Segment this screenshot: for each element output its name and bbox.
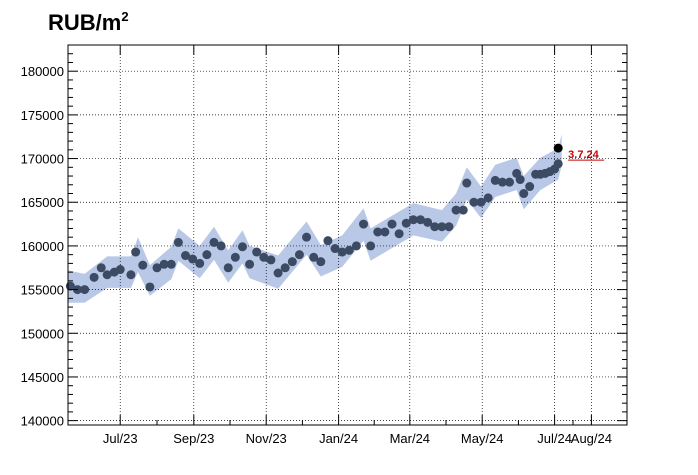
data-point xyxy=(131,247,141,257)
data-point xyxy=(294,250,304,260)
data-point xyxy=(259,252,269,262)
confidence-band xyxy=(68,134,562,303)
data-point xyxy=(415,215,425,225)
data-point xyxy=(202,250,212,260)
data-point xyxy=(309,252,319,262)
y-tick-label: 165000 xyxy=(21,195,64,210)
data-point xyxy=(209,237,219,247)
data-point xyxy=(497,177,507,187)
data-point xyxy=(519,189,529,199)
data-point xyxy=(553,159,563,169)
data-point xyxy=(302,232,312,242)
data-point xyxy=(138,260,148,270)
data-point xyxy=(166,259,176,269)
data-point xyxy=(115,265,125,275)
data-point xyxy=(173,237,183,247)
data-point xyxy=(380,227,390,237)
data-point xyxy=(359,219,369,229)
data-point xyxy=(287,257,297,267)
data-point xyxy=(126,270,136,280)
data-point xyxy=(245,259,255,269)
data-point xyxy=(505,177,515,187)
data-point xyxy=(430,222,440,232)
highlight-label: 3.7.24 xyxy=(568,149,599,161)
data-point xyxy=(423,217,433,227)
data-point xyxy=(316,257,326,267)
data-point xyxy=(401,218,411,228)
data-point xyxy=(280,263,290,273)
data-point xyxy=(330,244,340,254)
data-point xyxy=(102,270,112,280)
gridlines xyxy=(68,45,627,425)
x-tick-label: May/24 xyxy=(461,431,504,446)
y-tick-label: 140000 xyxy=(21,414,64,429)
data-point xyxy=(458,205,468,215)
data-point xyxy=(373,227,383,237)
x-tick-label: Jul/24 xyxy=(537,431,572,446)
y-tick-label: 160000 xyxy=(21,239,64,254)
data-point xyxy=(408,215,418,225)
data-point xyxy=(266,255,276,265)
y-tick-label: 145000 xyxy=(21,370,64,385)
data-point xyxy=(195,258,205,268)
x-tick-label: Sep/23 xyxy=(173,431,214,446)
data-point xyxy=(96,263,106,273)
y-tick-label: 170000 xyxy=(21,152,64,167)
y-tick-label: 175000 xyxy=(21,108,64,123)
y-tick-label: 155000 xyxy=(21,283,64,298)
x-tick-label: Jan/24 xyxy=(319,431,358,446)
highlight-point xyxy=(553,143,563,153)
data-point xyxy=(444,222,454,232)
data-point xyxy=(216,241,226,251)
x-tick-label: Nov/23 xyxy=(246,431,287,446)
data-point xyxy=(344,245,354,255)
data-point xyxy=(159,259,169,269)
data-point xyxy=(351,241,361,251)
data-point xyxy=(223,263,233,273)
data-point xyxy=(387,219,397,229)
chart-title-base: RUB/m xyxy=(48,10,122,35)
data-point xyxy=(462,178,472,188)
data-point xyxy=(483,193,493,203)
data-point xyxy=(237,242,247,252)
data-point xyxy=(525,182,535,192)
x-tick-label: Aug/24 xyxy=(571,431,612,446)
data-point xyxy=(490,175,500,185)
chart-title: RUB/m2 xyxy=(48,9,129,35)
data-point xyxy=(451,205,461,215)
y-tick-label: 150000 xyxy=(21,326,64,341)
data-point xyxy=(394,229,404,239)
data-point xyxy=(89,272,99,282)
data-point xyxy=(180,251,190,261)
data-point xyxy=(366,241,376,251)
data-point xyxy=(80,285,90,295)
y-tick-label: 180000 xyxy=(21,64,64,79)
data-point xyxy=(252,247,262,257)
axes: 140000 145000 150000 155000 160000 165000 1700… xyxy=(21,44,627,446)
data-point xyxy=(515,175,525,185)
data-point xyxy=(437,222,447,232)
confidence-band-layer xyxy=(68,134,562,303)
data-point xyxy=(145,282,155,292)
x-tick-label: Jul/23 xyxy=(103,431,138,446)
data-point xyxy=(323,236,333,246)
data-points: 3.7.24 xyxy=(65,143,605,295)
data-point xyxy=(273,268,283,278)
data-point xyxy=(469,197,479,207)
data-point xyxy=(152,263,162,273)
data-point xyxy=(476,197,486,207)
data-point xyxy=(230,252,240,262)
plot-frame xyxy=(67,44,628,426)
x-tick-label: Mar/24 xyxy=(390,431,430,446)
data-point xyxy=(188,254,198,264)
data-point xyxy=(337,247,347,257)
chart-title-superscript: 2 xyxy=(121,9,129,24)
